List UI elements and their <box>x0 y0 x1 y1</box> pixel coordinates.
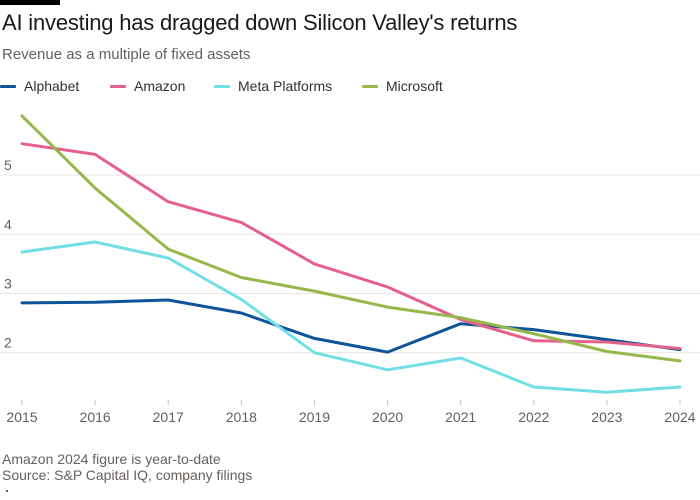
point-alphabet-2019 <box>313 337 316 340</box>
source-note: Source: S&P Capital IQ, company filings <box>2 467 253 483</box>
point-alphabet-2015 <box>21 301 24 304</box>
legend-label-microsoft: Microsoft <box>386 78 443 94</box>
point-microsoft-2021 <box>459 316 462 319</box>
point-amazon-2024 <box>679 347 682 350</box>
point-meta-platforms-2022 <box>532 386 535 389</box>
point-meta-platforms-2016 <box>94 241 97 244</box>
point-meta-platforms-2018 <box>240 298 243 301</box>
legend-label-alphabet: Alphabet <box>24 78 80 94</box>
footnote: Amazon 2024 figure is year-to-date <box>2 451 221 467</box>
y-tick-label-4: 4 <box>4 216 12 232</box>
y-tick-label-3: 3 <box>4 275 12 291</box>
point-microsoft-2016 <box>94 187 97 190</box>
legend-swatch-meta-platforms <box>214 84 230 88</box>
point-meta-platforms-2023 <box>605 391 608 394</box>
point-meta-platforms-2019 <box>313 351 316 354</box>
series-line-alphabet <box>20 298 682 354</box>
chart-title: AI investing has dragged down Silicon Va… <box>2 10 518 35</box>
legend-label-meta-platforms: Meta Platforms <box>238 78 333 94</box>
x-tick-label-2016: 2016 <box>80 409 111 425</box>
point-microsoft-2020 <box>386 306 389 309</box>
point-meta-platforms-2017 <box>167 257 170 260</box>
series-line-microsoft <box>20 114 682 363</box>
point-microsoft-2022 <box>532 332 535 335</box>
point-microsoft-2018 <box>240 276 243 279</box>
point-alphabet-2017 <box>167 299 170 302</box>
x-tick-label-2023: 2023 <box>591 409 622 425</box>
x-tick-label-2022: 2022 <box>518 409 549 425</box>
point-meta-platforms-2024 <box>679 386 682 389</box>
legend-label-amazon: Amazon <box>134 78 186 94</box>
x-tick-label-2020: 2020 <box>372 409 403 425</box>
y-tick-label-2: 2 <box>4 335 12 351</box>
point-microsoft-2015 <box>21 114 24 117</box>
point-alphabet-2018 <box>240 312 243 315</box>
x-tick-label-2018: 2018 <box>226 409 257 425</box>
point-meta-platforms-2020 <box>386 368 389 371</box>
point-amazon-2017 <box>167 200 170 203</box>
x-tick-label-2024: 2024 <box>664 409 695 425</box>
point-amazon-2020 <box>386 286 389 289</box>
point-amazon-2019 <box>313 262 316 265</box>
legend-swatch-amazon <box>110 84 126 88</box>
x-tick-label-2019: 2019 <box>299 409 330 425</box>
legend-item-microsoft: Microsoft <box>362 78 443 94</box>
legend: Alphabet Amazon Meta Platforms Microsoft <box>0 78 700 96</box>
legend-item-meta-platforms: Meta Platforms <box>214 78 332 94</box>
x-tick-label-2017: 2017 <box>153 409 184 425</box>
point-meta-platforms-2015 <box>21 251 24 254</box>
point-microsoft-2023 <box>605 350 608 353</box>
series-line-meta-platforms <box>20 240 682 394</box>
point-amazon-2022 <box>532 339 535 342</box>
footer-dot <box>6 490 8 492</box>
point-microsoft-2019 <box>313 290 316 293</box>
point-amazon-2018 <box>240 221 243 224</box>
brand-bar <box>0 0 60 5</box>
x-tick-label-2021: 2021 <box>445 409 476 425</box>
point-alphabet-2022 <box>532 328 535 331</box>
chart-subtitle: Revenue as a multiple of fixed assets <box>2 46 251 63</box>
y-tick-label-5: 5 <box>4 157 12 173</box>
legend-item-amazon: Amazon <box>110 78 185 94</box>
point-meta-platforms-2021 <box>459 357 462 360</box>
point-alphabet-2020 <box>386 351 389 354</box>
legend-swatch-microsoft <box>362 84 378 88</box>
point-amazon-2016 <box>94 153 97 156</box>
legend-item-alphabet: Alphabet <box>0 78 79 94</box>
point-amazon-2015 <box>21 142 24 145</box>
point-microsoft-2024 <box>679 359 682 362</box>
point-alphabet-2021 <box>459 322 462 325</box>
point-microsoft-2017 <box>167 248 170 251</box>
point-alphabet-2016 <box>94 301 97 304</box>
legend-swatch-alphabet <box>0 84 16 88</box>
x-tick-label-2015: 2015 <box>6 409 37 425</box>
point-amazon-2023 <box>605 341 608 344</box>
